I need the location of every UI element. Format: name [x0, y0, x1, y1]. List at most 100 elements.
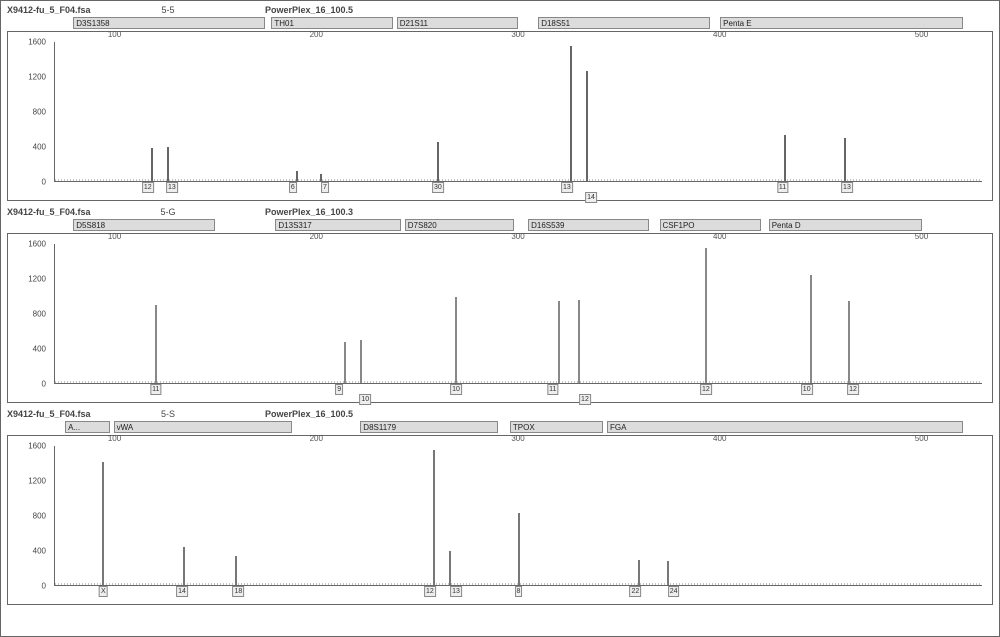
marker-label: D13S317	[275, 219, 400, 231]
x-tick-label: 100	[108, 232, 121, 241]
y-tick-label: 1200	[28, 275, 46, 284]
allele-tag: 14	[176, 586, 188, 597]
peak	[235, 556, 237, 585]
peak	[360, 340, 362, 383]
marker-label: Penta D	[769, 219, 923, 231]
marker-label: TH01	[271, 17, 392, 29]
file-name: X9412-fu_5_F04.fsa	[7, 207, 137, 217]
allele-tag: 13	[166, 182, 178, 193]
allele-tag: 30	[432, 182, 444, 193]
baseline	[55, 179, 982, 181]
marker-label: D8S1179	[360, 421, 497, 433]
peak	[455, 297, 457, 383]
marker-label: D5S818	[73, 219, 215, 231]
allele-tag: 11	[150, 384, 161, 395]
y-tick-label: 0	[42, 178, 46, 187]
allele-tag: 18	[232, 586, 244, 597]
y-tick-label: 400	[33, 143, 46, 152]
panel-code: 5-S	[143, 409, 193, 419]
file-name: X9412-fu_5_F04.fsa	[7, 409, 137, 419]
peak	[558, 301, 560, 383]
plot-area: 1213673013141113	[54, 42, 982, 182]
y-tick-label: 800	[33, 512, 46, 521]
marker-label: TPOX	[510, 421, 603, 433]
x-axis-ticks: 100 200 300 400 500	[54, 232, 982, 244]
y-axis-labels: 040080012001600	[8, 446, 50, 586]
allele-tag: 12	[847, 384, 859, 395]
y-tick-label: 0	[42, 582, 46, 591]
x-tick-label: 300	[511, 434, 524, 443]
x-tick-label: 400	[713, 30, 726, 39]
x-tick-label: 500	[915, 232, 928, 241]
peak	[167, 147, 169, 181]
x-axis-ticks: 100200300400500	[54, 434, 982, 446]
plot-area: X1418121382224	[54, 446, 982, 586]
peak	[570, 46, 572, 181]
marker-bar: D5S818D13S317D7S820D16S539CSF1POPenta D	[53, 219, 983, 233]
y-axis-labels: 040080012001600	[8, 42, 50, 182]
y-tick-label: 400	[33, 547, 46, 556]
allele-tag: 11	[777, 182, 788, 193]
plot-area: 11910101112121012	[54, 244, 982, 384]
allele-tag: 7	[321, 182, 329, 193]
electropherogram-panel: X9412-fu_5_F04.fsa5-5PowerPlex_16_100.5D…	[7, 5, 993, 201]
marker-label: FGA	[607, 421, 963, 433]
baseline	[55, 381, 982, 383]
marker-label: D3S1358	[73, 17, 265, 29]
peak	[848, 301, 850, 383]
peak	[449, 551, 451, 585]
peak	[784, 135, 786, 181]
y-tick-label: 400	[33, 345, 46, 354]
y-tick-label: 1600	[28, 240, 46, 249]
allele-tag: 24	[668, 586, 680, 597]
peak	[437, 142, 439, 181]
analysis-method: PowerPlex_16_100.5	[265, 409, 353, 419]
y-tick-label: 800	[33, 108, 46, 117]
peak	[705, 248, 707, 383]
peak	[586, 71, 588, 181]
analysis-method: PowerPlex_16_100.3	[265, 207, 353, 217]
x-tick-label: 100	[108, 434, 121, 443]
allele-tag: 13	[561, 182, 573, 193]
x-tick-label: 200	[310, 232, 323, 241]
panel-code: 5-G	[143, 207, 193, 217]
x-tick-label: 500	[915, 434, 928, 443]
marker-label: vWA	[114, 421, 292, 433]
panel-header: X9412-fu_5_F04.fsa 5-S PowerPlex_16_100.5	[7, 409, 993, 419]
x-tick-label: 300	[511, 30, 524, 39]
panel-header: X9412-fu_5_F04.fsa 5-G PowerPlex_16_100.3	[7, 207, 993, 217]
chart-frame: 100 200 300 400 500 0400800120016001191010111…	[7, 233, 993, 403]
allele-tag: 10	[359, 394, 371, 405]
allele-tag: 12	[579, 394, 591, 405]
peak	[638, 560, 640, 585]
allele-tag: 9	[335, 384, 343, 395]
peak	[296, 171, 298, 181]
y-axis-labels: 040080012001600	[8, 244, 50, 384]
peak	[844, 138, 846, 181]
x-tick-label: 400	[713, 232, 726, 241]
allele-tag: 13	[450, 586, 462, 597]
panel-code: 5-5	[143, 5, 193, 15]
allele-tag: X	[99, 586, 108, 597]
marker-label: Penta E	[720, 17, 963, 29]
marker-label: D7S820	[405, 219, 514, 231]
allele-tag: 10	[801, 384, 813, 395]
peak	[183, 547, 185, 585]
marker-label: D21S11	[397, 17, 518, 29]
peak	[102, 462, 104, 585]
chart-frame: 100200300400500040080012001600X141812138…	[7, 435, 993, 605]
x-tick-label: 100	[108, 30, 121, 39]
peak	[518, 513, 520, 585]
electropherogram-panel: X9412-fu_5_F04.fsa 5-G PowerPlex_16_100.3 D…	[7, 207, 993, 403]
allele-tag: 12	[700, 384, 712, 395]
allele-tag: 6	[289, 182, 297, 193]
allele-tag: 12	[424, 586, 436, 597]
peak	[578, 300, 580, 383]
file-name: X9412-fu_5_F04.fsa	[7, 5, 137, 15]
x-tick-label: 200	[310, 434, 323, 443]
x-tick-label: 200	[310, 30, 323, 39]
y-tick-label: 1600	[28, 38, 46, 47]
marker-label: D18S51	[538, 17, 710, 29]
x-tick-label: 300	[511, 232, 524, 241]
peak	[151, 148, 153, 181]
